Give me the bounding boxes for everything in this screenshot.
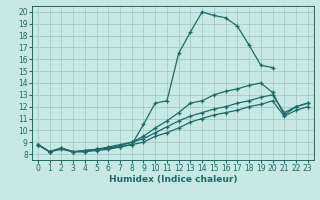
X-axis label: Humidex (Indice chaleur): Humidex (Indice chaleur) (108, 175, 237, 184)
